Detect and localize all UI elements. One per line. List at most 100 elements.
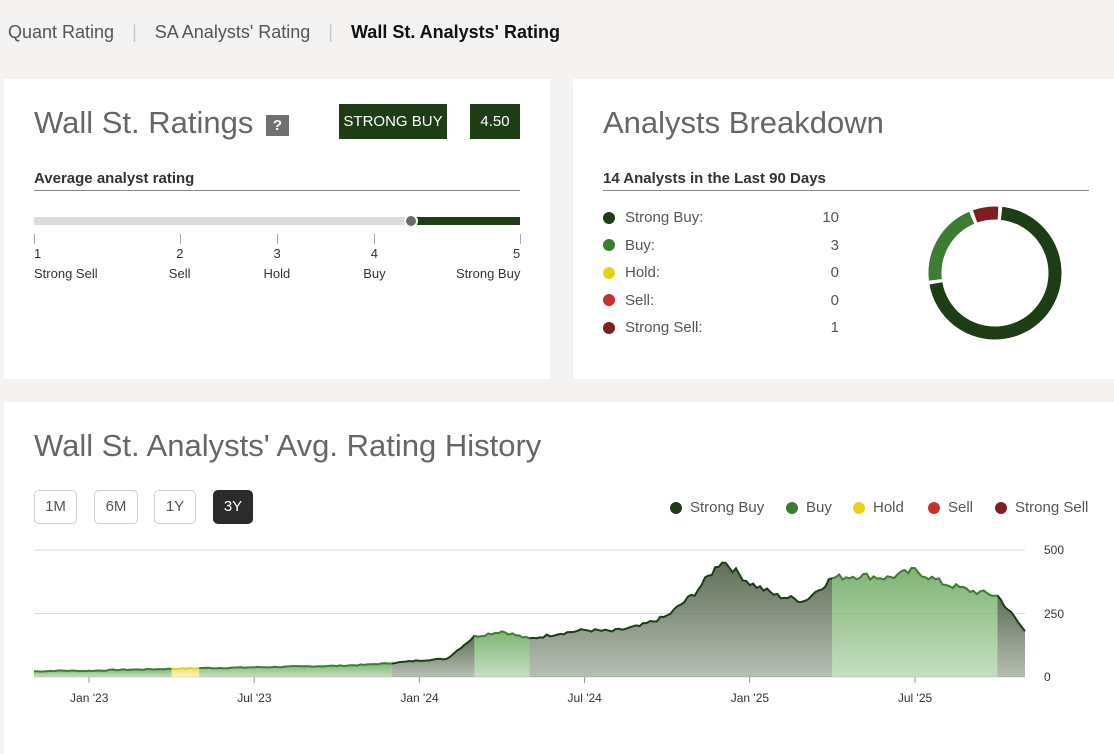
tab-divider: | bbox=[132, 22, 137, 42]
average-rating-heading: Average analyst rating bbox=[34, 170, 195, 187]
rating-zone-area bbox=[34, 668, 172, 677]
legend-dot bbox=[928, 501, 940, 514]
legend-dot bbox=[603, 211, 615, 224]
scale-tick-number: 2 bbox=[176, 246, 184, 261]
legend-hold[interactable]: Hold bbox=[853, 499, 904, 516]
legend-dot bbox=[603, 321, 615, 334]
legend-strong-sell[interactable]: Strong Sell bbox=[995, 499, 1088, 516]
breakdown-row: Strong Sell: 1 bbox=[603, 319, 839, 336]
legend-strong-buy[interactable]: Strong Buy bbox=[670, 499, 764, 516]
breakdown-count: 0 bbox=[830, 264, 839, 281]
range-1m-button[interactable]: 1M bbox=[34, 490, 77, 524]
range-6m-button[interactable]: 6M bbox=[94, 490, 138, 524]
breakdown-label: Strong Sell: bbox=[625, 319, 703, 336]
legend-label: Hold bbox=[873, 499, 904, 516]
rating-history-chart bbox=[33, 549, 1026, 683]
breakdown-count: 1 bbox=[830, 319, 839, 336]
breakdown-row: Hold: 0 bbox=[603, 264, 839, 281]
breakdown-label: Hold: bbox=[625, 264, 661, 281]
series-line bbox=[171, 666, 200, 671]
rating-badge: STRONG BUY bbox=[339, 104, 447, 139]
legend-label: Strong Sell bbox=[1015, 499, 1089, 516]
breakdown-label: Strong Buy: bbox=[625, 209, 704, 226]
series-line bbox=[199, 662, 392, 670]
x-tick-label: Jul '24 bbox=[567, 691, 602, 705]
series-line bbox=[832, 566, 998, 598]
x-tick-label: Jan '23 bbox=[70, 691, 109, 705]
legend-label: Strong Buy bbox=[690, 499, 765, 516]
y-tick-label: 500 bbox=[1044, 543, 1065, 557]
tab-quant-rating[interactable]: Quant Rating bbox=[8, 22, 115, 42]
series-line bbox=[996, 594, 1026, 632]
wall-st-ratings-card: Wall St. Ratings ? STRONG BUY 4.50 Avera… bbox=[4, 79, 550, 379]
scale-tick-label: Strong Sell bbox=[34, 266, 98, 281]
legend-dot bbox=[995, 501, 1007, 514]
rating-scale-fill bbox=[410, 217, 520, 225]
scale-tick-number: 5 bbox=[513, 246, 521, 261]
x-tick-label: Jan '25 bbox=[730, 691, 770, 705]
legend-dot bbox=[603, 266, 615, 279]
x-tick-label: Jul '25 bbox=[897, 691, 933, 705]
scale-tick-label: Sell bbox=[168, 266, 191, 281]
scale-tick bbox=[179, 234, 181, 244]
legend-dot bbox=[853, 501, 865, 514]
analysts-breakdown-card: Analysts Breakdown 14 Analysts in the La… bbox=[573, 79, 1114, 379]
legend-dot bbox=[786, 501, 798, 514]
breakdown-label: Buy: bbox=[625, 236, 656, 254]
rating-tabs: Quant Rating | SA Analysts' Rating | Wal… bbox=[8, 22, 560, 43]
range-1y-button[interactable]: 1Y bbox=[154, 490, 196, 524]
x-tick-label: Jul '23 bbox=[237, 691, 272, 705]
breakdown-row: Sell: 0 bbox=[603, 292, 839, 309]
breakdown-row: Strong Buy: 10 bbox=[603, 209, 839, 226]
breakdown-count: 0 bbox=[830, 291, 839, 309]
x-tick-label: Jan '24 bbox=[400, 691, 439, 705]
y-tick-label: 0 bbox=[1044, 670, 1051, 684]
rating-history-card: Wall St. Analysts' Avg. Rating History 1… bbox=[4, 402, 1114, 754]
breakdown-title: Analysts Breakdown bbox=[603, 105, 884, 140]
scale-tick-label: Buy bbox=[363, 266, 386, 281]
analyst-count-heading: 14 Analysts in the Last 90 Days bbox=[603, 170, 826, 187]
scale-tick bbox=[277, 234, 278, 244]
rating-zone-area bbox=[529, 562, 833, 677]
rating-zone-area bbox=[474, 631, 530, 677]
rating-scale-track bbox=[34, 214, 520, 228]
donut-slice bbox=[928, 211, 975, 281]
divider bbox=[34, 190, 520, 191]
scale-tick-number: 4 bbox=[370, 246, 378, 261]
divider bbox=[603, 190, 1089, 191]
tab-wall-st-analysts-rating[interactable]: Wall St. Analysts' Rating bbox=[350, 22, 560, 42]
rating-scale-marker bbox=[403, 214, 418, 228]
legend-buy[interactable]: Buy bbox=[786, 499, 832, 516]
rating-zone-area bbox=[832, 567, 998, 677]
series-line bbox=[33, 667, 172, 673]
help-icon[interactable]: ? bbox=[266, 115, 289, 136]
scale-tick-label: Strong Buy bbox=[456, 266, 521, 281]
legend-dot bbox=[603, 239, 615, 251]
rating-score: 4.50 bbox=[470, 104, 520, 139]
donut-slice bbox=[972, 206, 999, 223]
scale-tick-label: Hold bbox=[263, 266, 291, 281]
scale-tick bbox=[520, 234, 521, 244]
breakdown-donut-chart bbox=[928, 206, 1062, 340]
tab-sa-analysts-rating[interactable]: SA Analysts' Rating bbox=[154, 22, 311, 42]
range-3y-button[interactable]: 3Y bbox=[213, 490, 253, 524]
legend-label: Buy bbox=[806, 499, 832, 516]
rating-zone-area bbox=[997, 595, 1025, 677]
y-tick-label: 250 bbox=[1044, 606, 1065, 621]
breakdown-label: Sell: bbox=[625, 291, 655, 309]
scale-tick bbox=[34, 234, 35, 244]
donut-slice bbox=[929, 206, 1062, 340]
scale-tick bbox=[374, 234, 376, 244]
rating-zone-area bbox=[171, 668, 200, 677]
series-line bbox=[474, 630, 530, 640]
series-line bbox=[391, 634, 476, 665]
scale-tick-number: 3 bbox=[273, 246, 281, 261]
scale-tick-number: 1 bbox=[34, 246, 42, 261]
rating-zone-area bbox=[391, 635, 475, 677]
breakdown-count: 3 bbox=[830, 236, 839, 254]
legend-dot bbox=[603, 294, 615, 306]
breakdown-row: Buy: 3 bbox=[603, 237, 839, 254]
tab-divider: | bbox=[328, 22, 333, 42]
breakdown-count: 10 bbox=[822, 209, 839, 226]
legend-sell[interactable]: Sell bbox=[928, 499, 973, 516]
